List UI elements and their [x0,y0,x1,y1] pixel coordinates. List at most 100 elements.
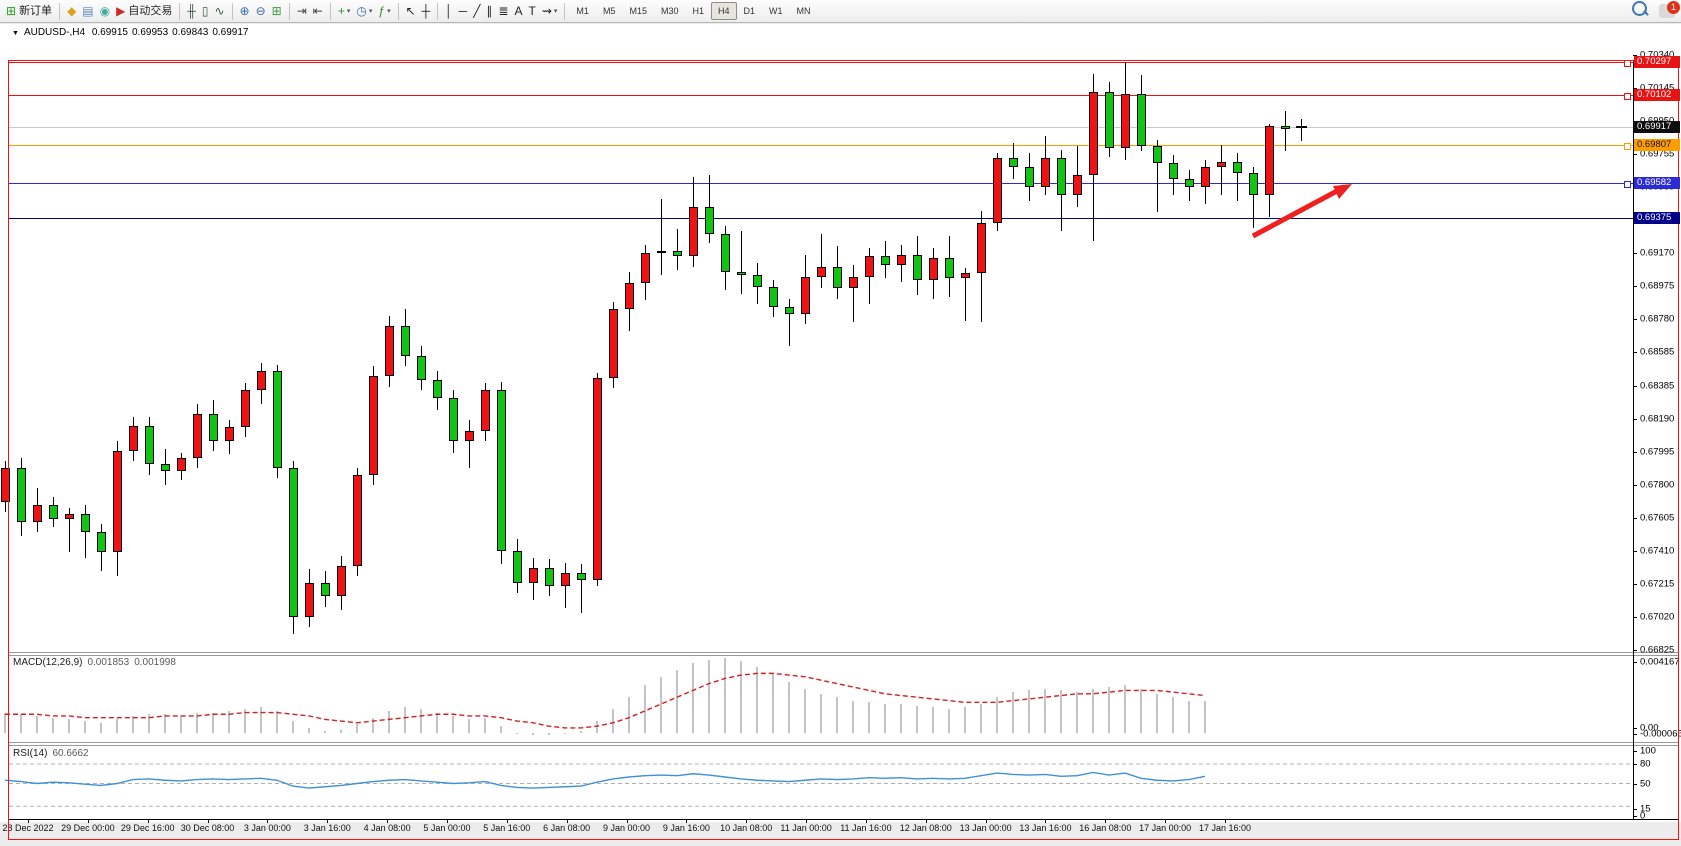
market-watch-button[interactable]: ▤ [79,2,96,21]
horizontal-line-object-0.69375[interactable] [9,218,1633,219]
macd-histogram-bar [580,731,582,733]
macd-pane-splitter[interactable] [8,652,1679,653]
macd-histogram-bar [1012,692,1014,733]
candle [225,427,234,441]
crosshair-button[interactable]: ┼ [419,2,434,21]
timeframe-m5-button[interactable]: M5 [602,6,616,16]
auto-scroll-button[interactable]: ⇥ [294,2,310,21]
vertical-line-button[interactable]: │ [442,2,456,21]
price-badge-0.69807: 0.69807 [1634,139,1680,151]
timeframe-m30-button[interactable]: M30 [660,6,679,16]
indicators-button[interactable]: ƒ ▾ [375,2,393,21]
text-button[interactable]: A [511,2,525,21]
new-chart-dropdown-icon[interactable]: ▾ [346,7,351,15]
line-handle[interactable] [1624,93,1631,100]
bar-chart-button[interactable]: ╫ [184,2,199,21]
macd-histogram-bar [1028,690,1030,733]
macd-histogram-bar [100,722,102,733]
macd-histogram-bar [756,666,758,733]
line-handle[interactable] [1624,143,1631,150]
horizontal-line-object-0.70102[interactable] [9,95,1633,96]
candlestick-chart-button[interactable]: ▯ [199,2,212,21]
macd-histogram-bar [532,733,534,735]
candle [129,426,138,451]
macd-histogram-bar [868,702,870,733]
chart-window[interactable]: ▼ AUDUSD-,H4 0.69915 0.69953 0.69843 0.69917… [0,24,1681,846]
symbol-dropdown-icon[interactable]: ▼ [12,30,19,37]
rsi-pane-splitter[interactable] [8,742,1679,743]
time-axis-tick [208,819,209,823]
periods-button[interactable]: ◷ ▾ [353,2,375,21]
trendline-icon: ╱ [473,3,481,18]
horizontal-line-object-0.69807[interactable] [9,145,1633,146]
zoom-out-button[interactable]: ⊖ [253,2,269,21]
macd-histogram-bar [148,714,150,733]
horizontal-line-button[interactable]: ─ [456,2,471,21]
fibonacci-button[interactable]: ≣ [495,2,511,21]
macd-histogram-bar [596,721,598,733]
macd-histogram-bar [980,704,982,733]
notifications-button[interactable]: 1 [1659,1,1680,18]
timeframe-h1-button[interactable]: H1 [692,6,704,16]
macd-pane-splitter-inner [8,655,1679,656]
arrows-button[interactable]: ⇝ ▾ [539,2,561,21]
price-axis-label: 0.70145 [1640,82,1675,94]
candle [929,258,938,280]
cursor-button[interactable]: ↖ [403,2,419,21]
equidistant-channel-icon: ∥ [486,3,493,18]
line-handle[interactable] [1624,60,1631,67]
macd-histogram-bar [1092,688,1094,733]
macd-histogram-bar [164,714,166,733]
candle-wick [789,299,790,346]
macd-histogram-bar [900,704,902,733]
macd-histogram-bar [948,709,950,733]
navigator-button[interactable]: ◉ [97,2,113,21]
timeframe-m15-button[interactable]: M15 [629,6,647,16]
time-axis-tick [926,819,927,823]
periods-dropdown-icon[interactable]: ▾ [368,7,373,15]
horizontal-line-object-0.69582[interactable] [9,183,1633,184]
candle [321,583,330,596]
trendline-button[interactable]: ╱ [470,2,483,21]
candle [945,258,954,278]
price-axis-tick [1633,419,1637,420]
candle [1281,126,1290,129]
equidistant-channel-button[interactable]: ∥ [483,2,495,21]
timeframe-d1-button[interactable]: D1 [743,6,756,16]
arrow-annotation-shaft[interactable] [1251,188,1339,239]
toolbar-separator [288,2,290,20]
timeframe-h4-button[interactable]: H4 [711,2,737,20]
new-order-icon: ⊞ [6,3,17,18]
candle [449,398,458,441]
timeframe-w1-button[interactable]: W1 [769,6,783,16]
candle [897,255,906,265]
tile-windows-button[interactable]: ⊞ [269,2,285,21]
arrows-dropdown-icon[interactable]: ▾ [553,7,558,15]
price-axis-label: 0.68780 [1640,313,1675,325]
indicators-dropdown-icon[interactable]: ▾ [387,7,391,15]
line-chart-button[interactable]: ∿ [211,2,227,21]
autotrading-button[interactable]: ▶ 自动交易 [113,2,175,21]
macd-axis-tick [1633,734,1637,735]
macd-histogram-bar [852,700,854,733]
search-button[interactable] [1632,1,1647,21]
timeframe-mn-button[interactable]: MN [796,6,811,16]
zoom-in-button[interactable]: ⊕ [237,2,253,21]
candle [1201,167,1210,187]
new-chart-button[interactable]: + ▾ [335,2,354,21]
price-axis-tick [1633,452,1637,453]
line-handle[interactable] [1624,181,1631,188]
candle [1249,173,1258,195]
price-axis-label: 0.68190 [1640,413,1675,425]
new-order-button[interactable]: ⊞ 新订单 [3,2,55,21]
horizontal-line-object-0.70297[interactable] [9,62,1633,63]
text-label-button[interactable]: T [526,2,539,21]
candle [513,551,522,583]
time-axis-tick [507,819,508,823]
timeframe-m1-button[interactable]: M1 [576,6,589,16]
profiles-button[interactable]: ◆ [64,2,79,21]
time-axis-label: 3 Jan 00:00 [243,823,291,833]
chart-shift-button[interactable]: ⇤ [310,2,326,21]
time-axis-label: 5 Jan 16:00 [483,823,531,833]
arrow-annotation-head[interactable] [1333,184,1352,199]
